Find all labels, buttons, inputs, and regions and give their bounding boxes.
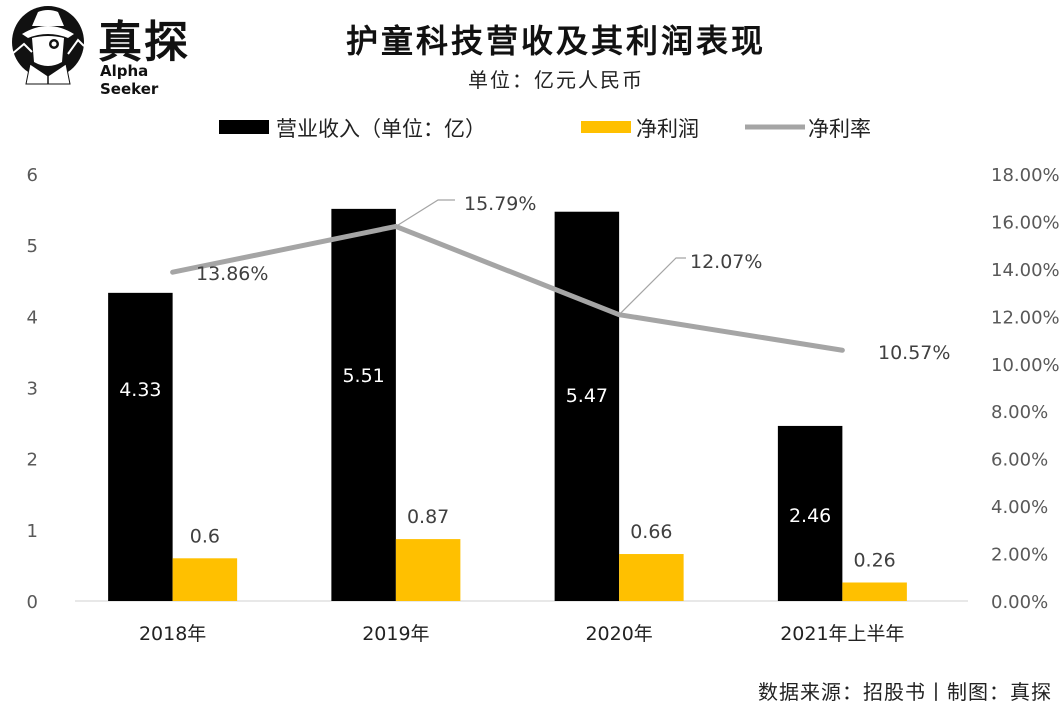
left-axis-tick-label: 6 bbox=[27, 165, 38, 186]
margin-label-leader-line bbox=[395, 199, 455, 227]
bar-revenue bbox=[331, 208, 396, 601]
net-margin-data-label: 15.79% bbox=[464, 193, 536, 215]
legend-label-profit: 净利润 bbox=[636, 117, 699, 141]
margin-line-group bbox=[170, 223, 845, 353]
bar-net-profit bbox=[172, 558, 238, 601]
right-axis-tick-label: 18.00% bbox=[991, 165, 1060, 186]
right-axis-tick-label: 12.00% bbox=[991, 307, 1060, 328]
net-margin-data-label: 12.07% bbox=[690, 251, 762, 273]
left-axis-tick-label: 1 bbox=[27, 521, 38, 542]
chart-title: 护童科技营收及其利润表现 bbox=[345, 22, 766, 60]
x-axis-category-label: 2019年 bbox=[362, 623, 429, 645]
left-axis-tick-label: 5 bbox=[27, 236, 38, 257]
brand-logo: 真探 Alpha Seeker bbox=[8, 4, 208, 98]
legend-label-margin: 净利率 bbox=[808, 117, 871, 141]
data-labels-group: 4.33 0.6 5.51 0.87 5.47 0.66 2.46 0.26 13.86% 15.… bbox=[119, 193, 950, 571]
revenue-data-label: 4.33 bbox=[119, 379, 161, 401]
net-profit-data-label: 0.66 bbox=[630, 521, 672, 543]
x-axis-category-label: 2018年 bbox=[139, 623, 206, 645]
left-axis-tick-label: 3 bbox=[27, 379, 38, 400]
right-axis-tick-label: 10.00% bbox=[991, 355, 1060, 376]
x-axis-categories: 2018年 2019年 2020年 2021年上半年 bbox=[139, 623, 905, 645]
brand-name-cn: 真探 bbox=[98, 17, 190, 68]
left-axis-tick-label: 4 bbox=[27, 307, 38, 328]
brand-name-en: Alpha Seeker bbox=[100, 62, 159, 98]
revenue-data-label: 5.51 bbox=[342, 365, 384, 387]
legend-swatch-revenue bbox=[219, 120, 269, 134]
detective-icon bbox=[11, 6, 85, 85]
bar-revenue bbox=[777, 425, 843, 601]
right-axis-tick-label: 16.00% bbox=[991, 212, 1060, 233]
bar-revenue bbox=[108, 292, 173, 601]
legend-swatch-profit bbox=[581, 121, 631, 133]
legend-label-revenue: 营业收入（单位：亿） bbox=[276, 117, 486, 141]
right-axis-tick-label: 0.00% bbox=[991, 592, 1048, 613]
right-axis-tick-label: 8.00% bbox=[991, 402, 1048, 423]
x-axis-category-label: 2020年 bbox=[585, 623, 652, 645]
margin-label-leader-line bbox=[618, 257, 686, 316]
net-margin-data-label: 13.86% bbox=[196, 263, 268, 285]
revenue-data-label: 5.47 bbox=[566, 385, 608, 407]
right-axis-tick-label: 6.00% bbox=[991, 450, 1048, 471]
bar-net-profit bbox=[842, 582, 907, 601]
net-profit-data-label: 0.26 bbox=[853, 549, 895, 571]
right-axis-tick-label: 14.00% bbox=[991, 260, 1060, 281]
right-axis: 0.00% 2.00% 4.00% 6.00% 8.00% 10.00% 12.00% 14.… bbox=[991, 165, 1060, 613]
left-axis: 0 1 2 3 4 5 6 bbox=[27, 165, 38, 613]
left-axis-tick-label: 2 bbox=[27, 450, 38, 471]
data-source-note: 数据来源：招股书丨制图：真探 bbox=[758, 680, 1052, 704]
revenue-data-label: 2.46 bbox=[789, 505, 831, 527]
net-margin-data-label: 10.57% bbox=[878, 342, 950, 364]
bar-net-profit bbox=[619, 554, 684, 601]
bar-net-profit bbox=[395, 539, 461, 601]
net-profit-data-label: 0.87 bbox=[407, 506, 449, 528]
net-profit-data-label: 0.6 bbox=[190, 525, 220, 547]
right-axis-tick-label: 4.00% bbox=[991, 497, 1048, 518]
right-axis-tick-label: 2.00% bbox=[991, 545, 1048, 566]
left-axis-tick-label: 0 bbox=[27, 592, 38, 613]
net-margin-line bbox=[170, 223, 845, 353]
bar-revenue bbox=[554, 211, 620, 602]
chart-subtitle: 单位：亿元人民币 bbox=[468, 68, 644, 92]
legend: 营业收入（单位：亿） 净利润 净利率 bbox=[219, 117, 871, 141]
bars-group bbox=[108, 208, 907, 602]
x-axis-category-label: 2021年上半年 bbox=[780, 623, 904, 645]
